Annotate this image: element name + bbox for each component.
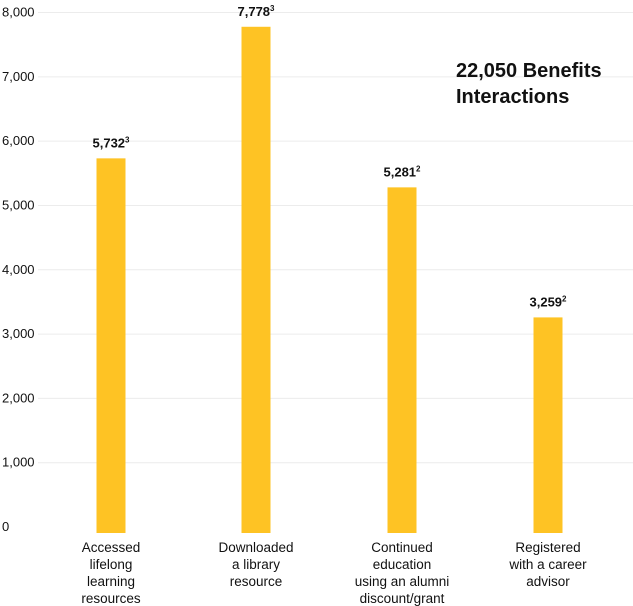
data-label: 5,2812 [384, 164, 422, 179]
y-tick-label: 8,000 [2, 5, 35, 20]
x-axis-categories: Accessed lifelong learning resources Downloa… [81, 540, 587, 606]
data-labels: 5,7323 7,7783 5,2812 3,2592 [93, 4, 568, 310]
data-label: 3,2592 [530, 294, 568, 309]
category-label: Continued education using an alumni discoun… [355, 540, 450, 606]
y-tick-label: 4,000 [2, 262, 35, 277]
bar [96, 158, 126, 533]
category-label: Registered with a career advisor [508, 540, 587, 589]
category-label: Accessed lifelong learning resources [81, 540, 141, 606]
category-label: Downloaded a library resource [218, 540, 293, 589]
y-tick-label: 1,000 [2, 455, 35, 470]
y-tick-label: 5,000 [2, 197, 35, 212]
bar [533, 317, 563, 533]
chart-annotation: 22,050 Benefits Interactions [456, 60, 607, 108]
bar [241, 26, 271, 533]
y-tick-label: 6,000 [2, 133, 35, 148]
y-tick-label: 3,000 [2, 326, 35, 341]
y-tick-label: 2,000 [2, 390, 35, 405]
y-axis-ticks: 0 1,000 2,000 3,000 4,000 5,000 6,000 7,000 8,00… [2, 5, 35, 535]
y-tick-label: 7,000 [2, 69, 35, 84]
bars [96, 26, 563, 533]
annotation-line-1: 22,050 Benefits [456, 60, 602, 82]
annotation-line-2: Interactions [456, 86, 569, 108]
y-tick-label: 0 [2, 519, 9, 534]
data-label: 7,7783 [238, 4, 276, 19]
data-label: 5,7323 [93, 135, 131, 150]
grid-lines [38, 12, 633, 464]
bar [387, 187, 417, 533]
